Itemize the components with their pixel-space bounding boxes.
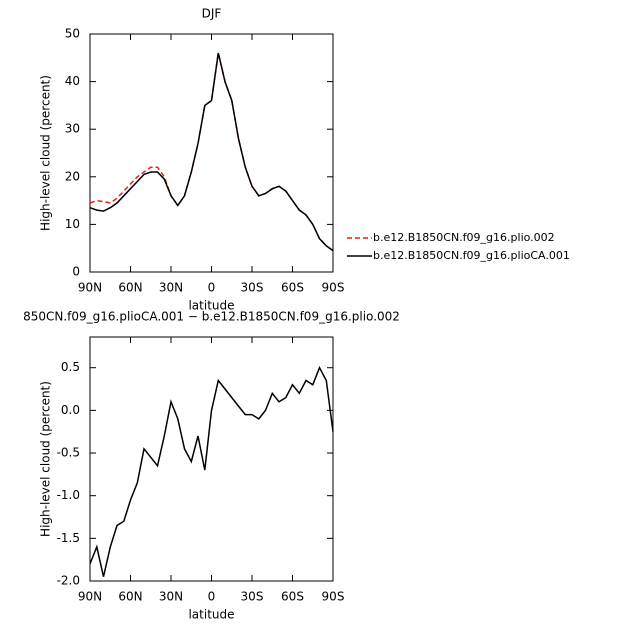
- x-axis-label: latitude: [188, 608, 234, 622]
- x-tick-label: 60S: [281, 281, 304, 295]
- x-tick-label: 30N: [159, 590, 183, 604]
- y-tick-label: 50: [65, 27, 80, 41]
- x-tick-label: 30N: [159, 281, 183, 295]
- y-axis-label: High-level cloud (percent): [39, 75, 53, 231]
- chart-title: DJF: [202, 7, 222, 21]
- x-tick-label: 90S: [322, 281, 345, 295]
- x-tick-label: 90N: [78, 281, 102, 295]
- y-tick-label: 30: [65, 122, 80, 136]
- y-tick-label: 0.0: [61, 403, 80, 417]
- x-axis-label: latitude: [188, 299, 234, 313]
- y-axis-label: High-level cloud (percent): [39, 381, 53, 537]
- y-tick-label: 0.5: [61, 360, 80, 374]
- x-tick-label: 30S: [241, 281, 264, 295]
- y-tick-label: 0: [72, 265, 80, 279]
- x-tick-label: 60N: [118, 590, 142, 604]
- data-line: [89, 365, 334, 577]
- legend-label: b.e12.B1850CN.f09_g16.plio.002: [373, 231, 555, 244]
- chart-title: 850CN.f09_g16.plioCA.001 − b.e12.B1850CN…: [23, 310, 400, 324]
- plot-frame: [89, 336, 334, 582]
- y-tick-label: -1.5: [57, 531, 80, 545]
- y-tick-label: 40: [65, 74, 80, 88]
- x-tick-label: 90S: [322, 590, 345, 604]
- legend-label: b.e12.B1850CN.f09_g16.plioCA.001: [373, 249, 570, 262]
- y-tick-label: 10: [65, 217, 80, 231]
- x-tick-label: 60N: [118, 281, 142, 295]
- x-tick-label: 30S: [241, 590, 264, 604]
- x-tick-label: 90N: [78, 590, 102, 604]
- y-tick-label: -0.5: [57, 446, 80, 460]
- y-tick-label: -1.0: [57, 488, 80, 502]
- plot-frame: [89, 33, 334, 273]
- x-tick-label: 0: [208, 281, 216, 295]
- y-tick-label: -2.0: [57, 574, 80, 588]
- data-line: [89, 52, 334, 252]
- y-tick-label: 20: [65, 169, 80, 183]
- x-tick-label: 60S: [281, 590, 304, 604]
- x-tick-label: 0: [208, 590, 216, 604]
- data-line: [89, 52, 334, 252]
